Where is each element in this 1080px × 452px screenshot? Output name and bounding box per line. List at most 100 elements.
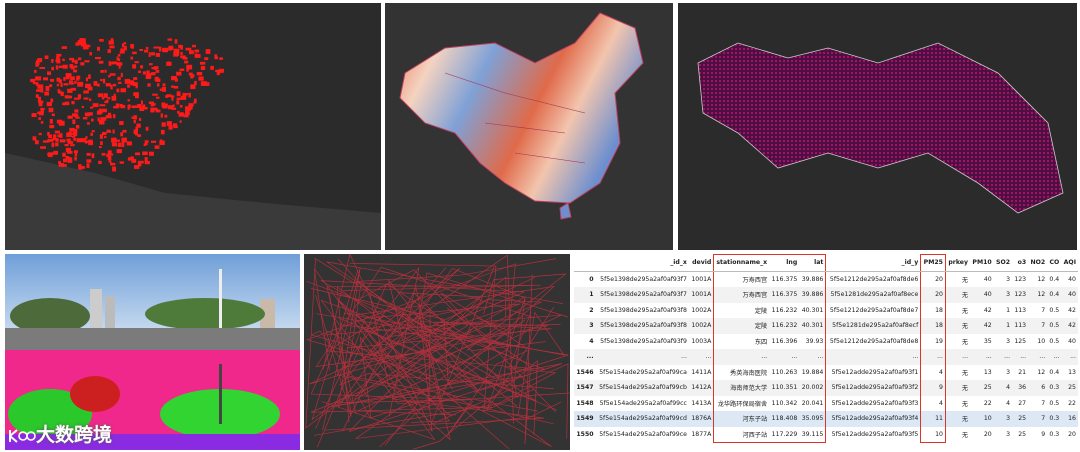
heat-cell [91, 130, 95, 133]
heat-cell [57, 88, 60, 94]
table-cell: 无 [961, 307, 969, 315]
heat-cell [89, 98, 92, 102]
road [337, 258, 538, 412]
heat-cell [148, 52, 151, 57]
table-cell: 3 [1006, 431, 1011, 438]
heat-cell [36, 89, 43, 92]
column-header: SO2 [993, 254, 1013, 272]
table-row: 0 5f5e1398de295a2af0af93f7 1001A 万寿西宫 116.37… [574, 271, 1078, 287]
heat-cell [88, 139, 93, 144]
heat-cell [135, 130, 138, 136]
table-cell: 1002A [688, 318, 714, 334]
table-cell: 0.3 [1047, 411, 1062, 427]
heat-cell [56, 83, 60, 87]
heat-cell [154, 76, 159, 82]
heat-cell [67, 141, 74, 144]
heat-cell [74, 109, 79, 113]
heat-cell [122, 129, 127, 133]
table-cell: ... [920, 349, 946, 365]
table-cell: 40 [1068, 275, 1076, 283]
heat-cell [83, 90, 89, 94]
column-header: lat [799, 254, 827, 272]
heat-cell [111, 162, 116, 166]
table-cell: 3 [993, 411, 1013, 427]
heat-cell [145, 74, 152, 80]
heat-cell [52, 137, 57, 141]
heat-cell [98, 119, 105, 125]
heat-cell [152, 93, 158, 96]
heat-cell [86, 163, 90, 168]
heat-cell [43, 77, 49, 81]
road [356, 269, 469, 396]
table-cell: 40 [983, 275, 992, 283]
table-cell: 19 [920, 333, 946, 349]
heat-cell [171, 107, 177, 110]
heat-cell [130, 56, 134, 60]
heat-cell [144, 157, 148, 162]
table-cell: 20.002 [799, 380, 827, 396]
heat-cell [72, 119, 76, 125]
road [326, 261, 563, 402]
heat-cell [107, 155, 112, 161]
table-cell: 11 [920, 411, 946, 427]
heat-cell [40, 108, 44, 113]
heat-cell [73, 131, 78, 137]
road [388, 279, 478, 391]
heat-cell [60, 82, 63, 87]
heat-cell [58, 79, 62, 84]
table-cell: ... [595, 349, 689, 365]
heat-cell [179, 68, 185, 72]
heat-cell [102, 108, 107, 113]
heat-cell [148, 101, 154, 105]
table-cell: 0.4 [1049, 275, 1060, 283]
table-cell: 18 [920, 318, 946, 334]
heat-cell [65, 147, 72, 153]
heat-cell [93, 81, 98, 86]
heat-cell [171, 85, 175, 88]
column-header: stationname_x [713, 254, 770, 272]
road [357, 258, 557, 407]
heat-cell [84, 60, 90, 63]
heat-cell [133, 92, 139, 96]
heat-cell [90, 106, 94, 109]
table-cell: 东四 [713, 333, 770, 349]
heat-cell [91, 118, 94, 122]
heat-cell [173, 52, 179, 57]
road [306, 263, 516, 387]
heat-cell [75, 42, 80, 46]
heat-cell [158, 46, 162, 52]
heat-cell [166, 61, 172, 66]
heat-cell [210, 65, 214, 70]
heat-cell [190, 74, 194, 79]
street-photos [5, 254, 300, 450]
table-cell: 40.301 [799, 302, 827, 318]
heat-cell [162, 83, 166, 87]
heat-cell [136, 123, 141, 128]
heat-cell [109, 73, 116, 76]
column-header: devid [688, 254, 714, 272]
heat-cell [77, 81, 84, 87]
table-cell: 42 [1068, 306, 1076, 314]
table-cell: ... [945, 349, 971, 365]
heat-cell [65, 73, 72, 78]
heat-cell [162, 103, 168, 109]
heat-cell [121, 137, 127, 143]
table-cell: 20 [920, 271, 946, 287]
logo [9, 428, 36, 443]
table-cell: 1876A [688, 411, 714, 427]
table-cell: 116.396 [771, 337, 798, 345]
heat-cell [88, 74, 91, 80]
heat-cell [188, 103, 194, 107]
heat-cell [134, 165, 140, 169]
heat-cell [133, 119, 136, 124]
heat-cell [204, 57, 209, 61]
heat-cell [108, 160, 112, 163]
heat-cell [106, 99, 109, 104]
heat-cell [98, 160, 102, 165]
heat-cell [148, 63, 153, 66]
heat-cell [135, 126, 139, 131]
heat-cell [168, 124, 173, 130]
table-cell: 河西子站 [713, 426, 770, 443]
table-cell: 5f5e154ade295a2af0af99cb [595, 380, 689, 396]
heat-cell [76, 75, 81, 80]
